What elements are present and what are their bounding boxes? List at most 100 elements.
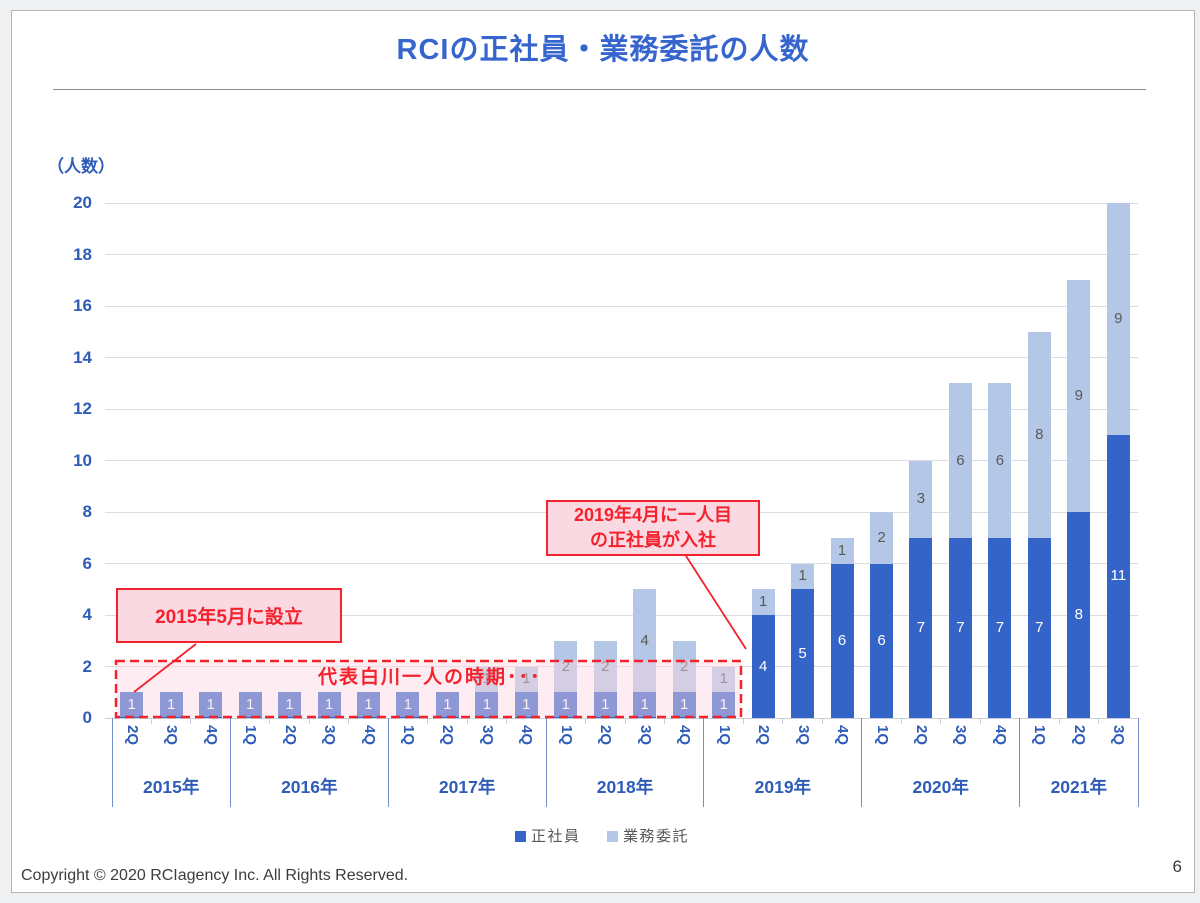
bar-value-gyomuitaku: 1 <box>837 541 847 559</box>
bar-value-seishain: 7 <box>916 618 926 636</box>
x-axis-quarter-label: 4Q <box>360 725 378 746</box>
x-axis-tick <box>1058 718 1060 724</box>
bar-value-seishain: 1 <box>640 696 649 714</box>
bar-segment-gyomuitaku <box>1067 280 1091 512</box>
gridline <box>105 460 1138 461</box>
x-axis-tick <box>821 718 823 724</box>
page-number: 6 <box>1172 857 1182 876</box>
x-axis-tick <box>348 718 350 724</box>
y-axis-label: 2 <box>82 656 92 676</box>
gridline <box>105 202 1138 204</box>
bar-value-seishain: 8 <box>1074 606 1083 623</box>
legend-label-seishain: 正社員 <box>531 828 581 845</box>
x-axis-quarter-label: 4Q <box>991 725 1009 746</box>
x-axis-tick <box>782 718 784 724</box>
x-axis-year-label: 2015年 <box>142 777 200 797</box>
y-axis-label: 14 <box>73 347 92 367</box>
bar-value-seishain: 1 <box>285 696 294 714</box>
year-separator <box>1019 718 1021 807</box>
x-axis-year-label: 2019年 <box>754 777 812 797</box>
first-employee-callout: 2019年4月に一人目 の正社員が入社 <box>546 500 760 556</box>
bar-value-seishain: 1 <box>403 696 413 714</box>
bar-value-seishain: 1 <box>127 696 136 714</box>
x-axis-year-label: 2017年 <box>438 777 496 797</box>
legend-swatch-seishain <box>515 831 526 842</box>
bar-segment-seishain <box>909 537 933 718</box>
bar-value-seishain: 1 <box>719 696 728 714</box>
bar-segment-gyomuitaku <box>948 383 972 538</box>
x-axis-quarter-label: 4Q <box>202 725 220 746</box>
bar-value-seishain: 6 <box>877 631 886 649</box>
x-axis-quarter-label: 1Q <box>399 725 417 746</box>
bar-segment-seishain <box>948 537 972 718</box>
bar-segment-seishain <box>791 589 815 718</box>
y-axis-label: 0 <box>82 708 92 727</box>
y-axis-label: 20 <box>73 193 92 212</box>
x-axis-quarter-label: 3Q <box>636 725 654 746</box>
x-axis-year-label: 2016年 <box>281 777 338 797</box>
bar-value-seishain: 1 <box>245 696 255 714</box>
bar-value-gyomuitaku: 9 <box>1114 309 1123 327</box>
x-axis-quarter-label: 3Q <box>163 725 181 746</box>
y-axis-label: 16 <box>73 296 92 315</box>
x-axis-quarter-label: 2Q <box>123 725 141 746</box>
bar-value-gyomuitaku: 8 <box>1035 425 1044 443</box>
year-separator <box>387 718 389 807</box>
x-axis-quarter-label: 3Q <box>321 725 339 746</box>
gridline <box>105 614 1138 616</box>
bar-value-seishain: 1 <box>561 696 570 714</box>
bar-segment-gyomuitaku <box>1027 331 1051 538</box>
gridline <box>105 666 1138 667</box>
copyright-text: Copyright © 2020 RCIagency Inc. All Righ… <box>21 867 409 884</box>
bar-value-seishain: 1 <box>601 696 610 714</box>
x-axis-quarter-label: 4Q <box>834 725 852 746</box>
bar-value-seishain: 1 <box>364 696 373 714</box>
bar-value-gyomuitaku: 2 <box>877 528 886 546</box>
bar-segment-gyomuitaku <box>988 383 1012 538</box>
bar-value-seishain: 1 <box>522 696 531 714</box>
x-axis-tick <box>466 718 468 724</box>
x-axis-tick <box>506 718 508 724</box>
year-separator <box>861 718 863 807</box>
x-axis-quarter-label: 3Q <box>478 725 496 746</box>
bar-segment-gyomuitaku <box>830 537 854 564</box>
bar-value-seishain: 5 <box>798 644 807 662</box>
bar-value-seishain: 1 <box>324 696 334 714</box>
x-axis-quarter-label: 1Q <box>242 725 260 746</box>
year-separator <box>111 718 113 807</box>
y-axis-label: 4 <box>82 605 92 624</box>
x-axis-quarter-label: 2Q <box>281 725 299 746</box>
x-axis-year-label: 2020年 <box>912 777 969 797</box>
gridline <box>105 408 1138 410</box>
bar-segment-seishain <box>988 537 1012 718</box>
bar-value-gyomuitaku: 1 <box>798 567 807 585</box>
y-axis-label: 12 <box>73 399 92 418</box>
bar-value-seishain: 1 <box>680 696 689 714</box>
x-axis-year-label: 2018年 <box>596 777 654 797</box>
gridline <box>105 563 1138 564</box>
legend-swatch-gyomuitaku <box>607 831 618 842</box>
y-axis-unit-label: （人数） <box>47 157 115 176</box>
bar-value-seishain: 7 <box>995 618 1005 636</box>
bar-value-gyomuitaku: 1 <box>719 670 728 688</box>
gridline <box>105 305 1138 307</box>
bar-segment-seishain <box>751 615 775 718</box>
x-axis-tick <box>269 718 271 724</box>
x-axis-tick <box>190 718 192 724</box>
bar-value-gyomuitaku: 6 <box>995 451 1005 469</box>
gridline <box>105 357 1138 358</box>
bar-value-seishain: 7 <box>956 618 965 636</box>
y-axis-label: 18 <box>73 244 92 264</box>
bar-value-gyomuitaku: 6 <box>956 451 965 469</box>
bar-segment-seishain <box>1027 537 1051 718</box>
founding-callout: 2015年5月に設立 <box>116 588 342 643</box>
bar-segment-seishain <box>1067 512 1091 718</box>
x-axis-tick <box>624 718 626 724</box>
bar-value-seishain: 1 <box>206 696 215 714</box>
x-axis-quarter-label: 3Q <box>952 725 970 746</box>
x-axis-quarter-label: 2Q <box>755 725 773 746</box>
x-axis-quarter-label: 2Q <box>597 725 615 746</box>
bar-segment-gyomuitaku <box>909 460 933 538</box>
x-axis-quarter-label: 1Q <box>873 725 891 746</box>
